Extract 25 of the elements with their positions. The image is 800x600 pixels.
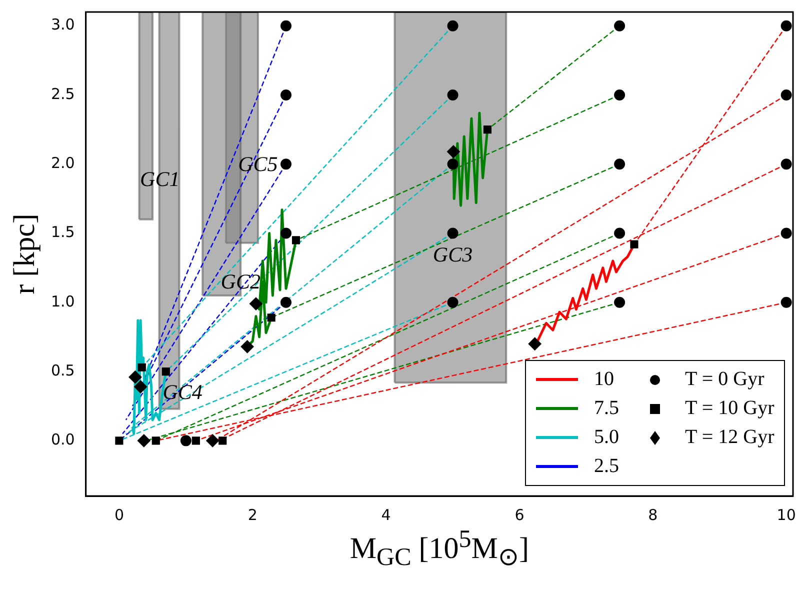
y-tick-label: 1.5 <box>50 223 75 242</box>
y-tick-label: 0.5 <box>50 361 75 380</box>
x-tick-label: 8 <box>648 506 658 524</box>
legend-label: 7.5 <box>594 397 619 420</box>
legend-label: T = 0 Gyr <box>685 368 764 391</box>
annotation: GC1 <box>140 167 180 192</box>
y-tick-label: 2.5 <box>50 84 75 103</box>
y-tick-label: 3.0 <box>50 16 75 34</box>
y-tick-label: 2.0 <box>50 154 75 172</box>
y-axis-title: r [kpc] <box>8 214 41 294</box>
x-tick-label: 2 <box>248 506 258 524</box>
x-axis-title: M$_{GC}$ [10$^{5}$M$_{⊙}$] <box>348 526 530 572</box>
legend-label: 10 <box>594 368 614 391</box>
y-tick-label: 1.0 <box>50 292 75 310</box>
x-tick-label: 4 <box>381 506 391 524</box>
legend-label: 5.0 <box>594 426 619 449</box>
legend-label: 2.5 <box>594 455 619 478</box>
annotation: GC5 <box>238 152 278 176</box>
x-tick-label: 6 <box>514 506 524 524</box>
legend-label: T = 10 Gyr <box>685 397 774 420</box>
x-tick-label: 10 <box>776 506 796 524</box>
y-tick-label: 0.0 <box>50 430 75 449</box>
legend-label: T = 12 Gyr <box>685 426 774 449</box>
annotation: GC3 <box>432 242 473 266</box>
x-tick-label: 0 <box>114 506 124 524</box>
